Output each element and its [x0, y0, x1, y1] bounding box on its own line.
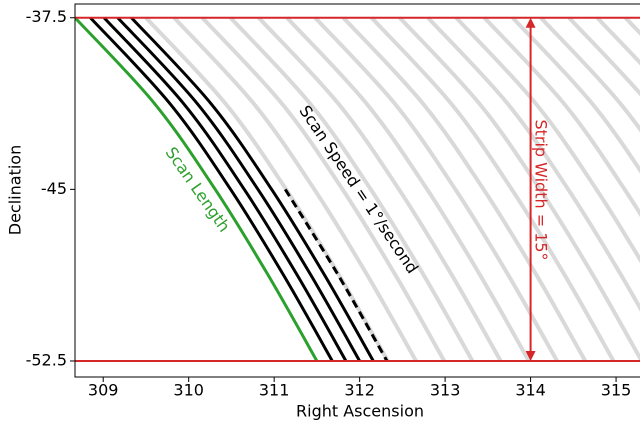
plot-area	[75, 16, 640, 362]
curve	[313, 16, 559, 362]
annotation: Strip Width = 15°	[532, 119, 551, 260]
x-tick-label: 314	[515, 381, 546, 400]
curve	[624, 16, 640, 36]
curve	[75, 16, 319, 362]
curve	[283, 188, 389, 362]
curve	[482, 16, 640, 217]
curve	[539, 16, 640, 133]
y-tick-label: -37.5	[26, 7, 67, 26]
curve	[511, 16, 640, 174]
curve	[370, 16, 616, 362]
curve	[426, 16, 640, 312]
curve	[567, 16, 640, 97]
y-tick-label: -52.5	[26, 350, 67, 369]
x-tick-label: 311	[259, 381, 290, 400]
x-tick-label: 313	[430, 381, 461, 400]
x-tick-label: 309	[88, 381, 119, 400]
curve	[398, 16, 640, 362]
curve	[130, 16, 375, 362]
y-tick-label: -45	[41, 179, 67, 198]
curve	[229, 16, 475, 362]
x-tick-label: 310	[173, 381, 204, 400]
x-tick-label: 312	[344, 381, 375, 400]
curve	[257, 16, 503, 362]
curve	[172, 16, 418, 362]
curve	[454, 16, 640, 264]
x-tick-label: 315	[601, 381, 632, 400]
curve	[285, 16, 531, 362]
curve	[341, 16, 588, 362]
x-axis-label: Right Ascension	[296, 402, 424, 421]
curve	[116, 16, 361, 362]
axes-frame	[74, 3, 640, 378]
y-axis-label: Declination	[6, 145, 25, 235]
curve	[102, 16, 348, 362]
curve	[200, 16, 446, 362]
curve	[89, 16, 334, 362]
